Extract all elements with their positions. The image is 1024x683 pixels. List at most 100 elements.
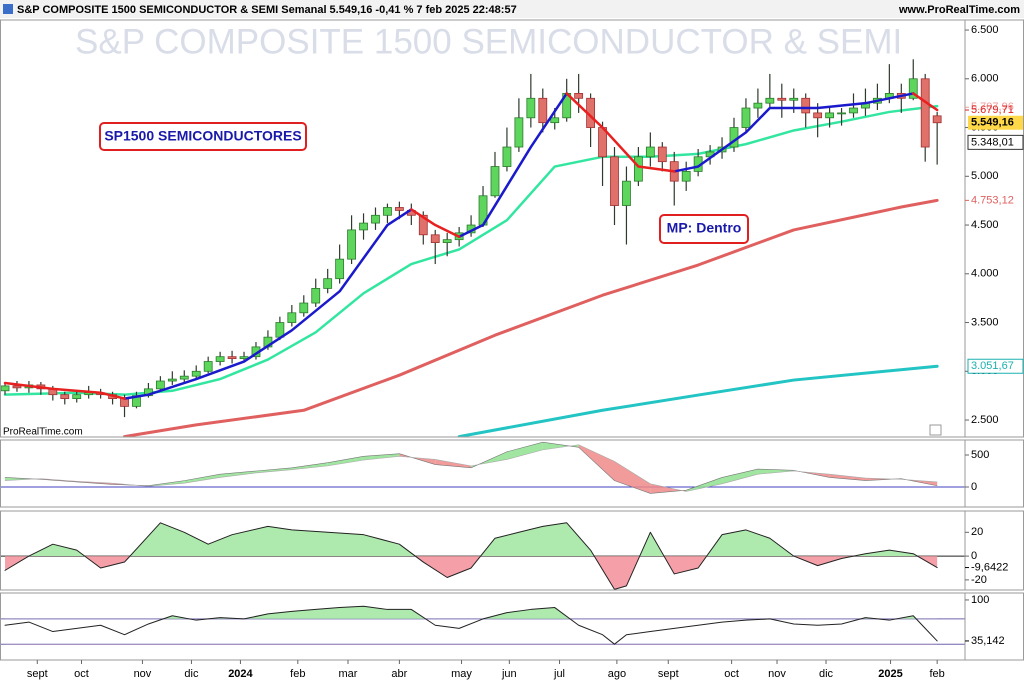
annotation: MP: Dentro	[667, 220, 742, 236]
x-tick-label: ago	[608, 668, 626, 680]
candle-body	[502, 146, 512, 167]
candle-body	[789, 97, 799, 101]
candle-body	[215, 356, 225, 362]
x-tick-label: sept	[658, 668, 679, 680]
candle-body	[526, 97, 536, 119]
band-fill	[829, 474, 866, 481]
credit: ProRealTime.com	[3, 427, 83, 438]
x-tick-label: may	[451, 668, 472, 680]
candle-body	[60, 394, 70, 399]
candle-body	[849, 107, 858, 114]
y-tick-label: 0	[971, 550, 977, 562]
y-tick-label: 20	[971, 526, 983, 538]
price-label: -9,6422	[971, 561, 1008, 573]
price-label: 35,142	[971, 635, 1005, 647]
y-tick-label: 6.000	[971, 73, 999, 85]
annotation: SP1500 SEMICONDUCTORES	[104, 128, 301, 144]
candle-body	[932, 115, 942, 124]
price-label-box	[968, 115, 1023, 130]
series-line	[3, 104, 939, 396]
candle-body	[394, 207, 404, 211]
series-line	[4, 441, 938, 494]
title-bar	[0, 0, 1024, 18]
price-label: 3.051,67	[971, 360, 1014, 372]
panel	[0, 522, 965, 590]
candle-body	[657, 146, 667, 163]
candle-body	[645, 146, 655, 158]
candle-body	[442, 239, 452, 243]
band-fill	[757, 469, 794, 475]
candle-body	[753, 102, 763, 109]
candle-body	[167, 378, 177, 382]
x-tick-label: feb	[290, 668, 305, 680]
y-tick-label: 0	[971, 481, 977, 493]
band-fill	[686, 477, 723, 492]
candle-body	[335, 258, 345, 280]
watermark: S&P COMPOSITE 1500 SEMICONDUCTOR & SEMI	[75, 22, 902, 61]
price-label: 5.679,71	[971, 104, 1014, 116]
series-line	[912, 92, 939, 112]
annotation-box	[99, 122, 307, 151]
candle-body	[765, 97, 775, 104]
candle-body	[323, 278, 333, 289]
price-label-box	[967, 358, 1024, 374]
price-label: 5.707,96	[971, 101, 1014, 113]
series-line	[3, 381, 126, 400]
candle-body	[908, 78, 918, 99]
panel-frame	[0, 439, 1024, 508]
series-line	[410, 208, 461, 238]
band-fill	[291, 462, 328, 470]
candle-body	[550, 117, 560, 124]
candle-body	[741, 107, 751, 128]
series-line	[123, 198, 939, 437]
price-label: 4.753,12	[971, 194, 1014, 206]
candle-body	[777, 97, 787, 101]
band-fill	[614, 461, 651, 494]
x-tick-label: jun	[501, 668, 517, 680]
band-fill	[722, 469, 758, 484]
band-fill	[255, 467, 292, 473]
series-line	[4, 444, 938, 492]
x-tick-label: jul	[553, 668, 565, 680]
band-fill	[327, 456, 364, 466]
panel-frame	[0, 592, 1024, 661]
panel-frame	[0, 19, 1024, 438]
candle-body	[430, 234, 440, 243]
x-tick-label: oct	[724, 668, 739, 680]
title-text: S&P COMPOSITE 1500 SEMICONDUCTOR & SEMI …	[17, 4, 517, 16]
band-fill	[578, 444, 615, 481]
band-fill	[220, 471, 256, 478]
candle-body	[825, 112, 835, 119]
band-fill	[363, 453, 400, 461]
x-tick-label: nov	[134, 668, 152, 680]
candle-body	[0, 385, 10, 392]
candle-body	[490, 166, 500, 197]
area-negative	[5, 556, 938, 590]
candle-body	[311, 288, 321, 304]
candle-body	[633, 156, 643, 182]
candle-body	[418, 214, 428, 236]
candle-body	[813, 112, 823, 119]
y-tick-label: 4.000	[971, 268, 999, 280]
candle-body	[610, 156, 619, 206]
area-positive	[28, 522, 918, 557]
candle-body	[359, 222, 368, 231]
band-fill	[184, 474, 221, 484]
band-fill	[542, 442, 579, 450]
y-tick-label: 100	[971, 594, 989, 606]
x-tick-label: dic	[184, 668, 199, 680]
band-fill	[5, 477, 41, 481]
y-tick-label: 4.500	[971, 219, 999, 231]
y-tick-label: -20	[971, 574, 987, 586]
site-text: www.ProRealTime.com	[898, 4, 1020, 16]
candle-body	[514, 117, 524, 148]
series-line	[565, 92, 676, 173]
series-line	[672, 92, 915, 173]
app-icon	[3, 4, 13, 14]
candle-body	[538, 97, 548, 124]
candle-body	[920, 78, 930, 148]
candle-body	[801, 97, 811, 114]
band-fill	[506, 442, 543, 460]
info-icon[interactable]	[929, 424, 942, 436]
